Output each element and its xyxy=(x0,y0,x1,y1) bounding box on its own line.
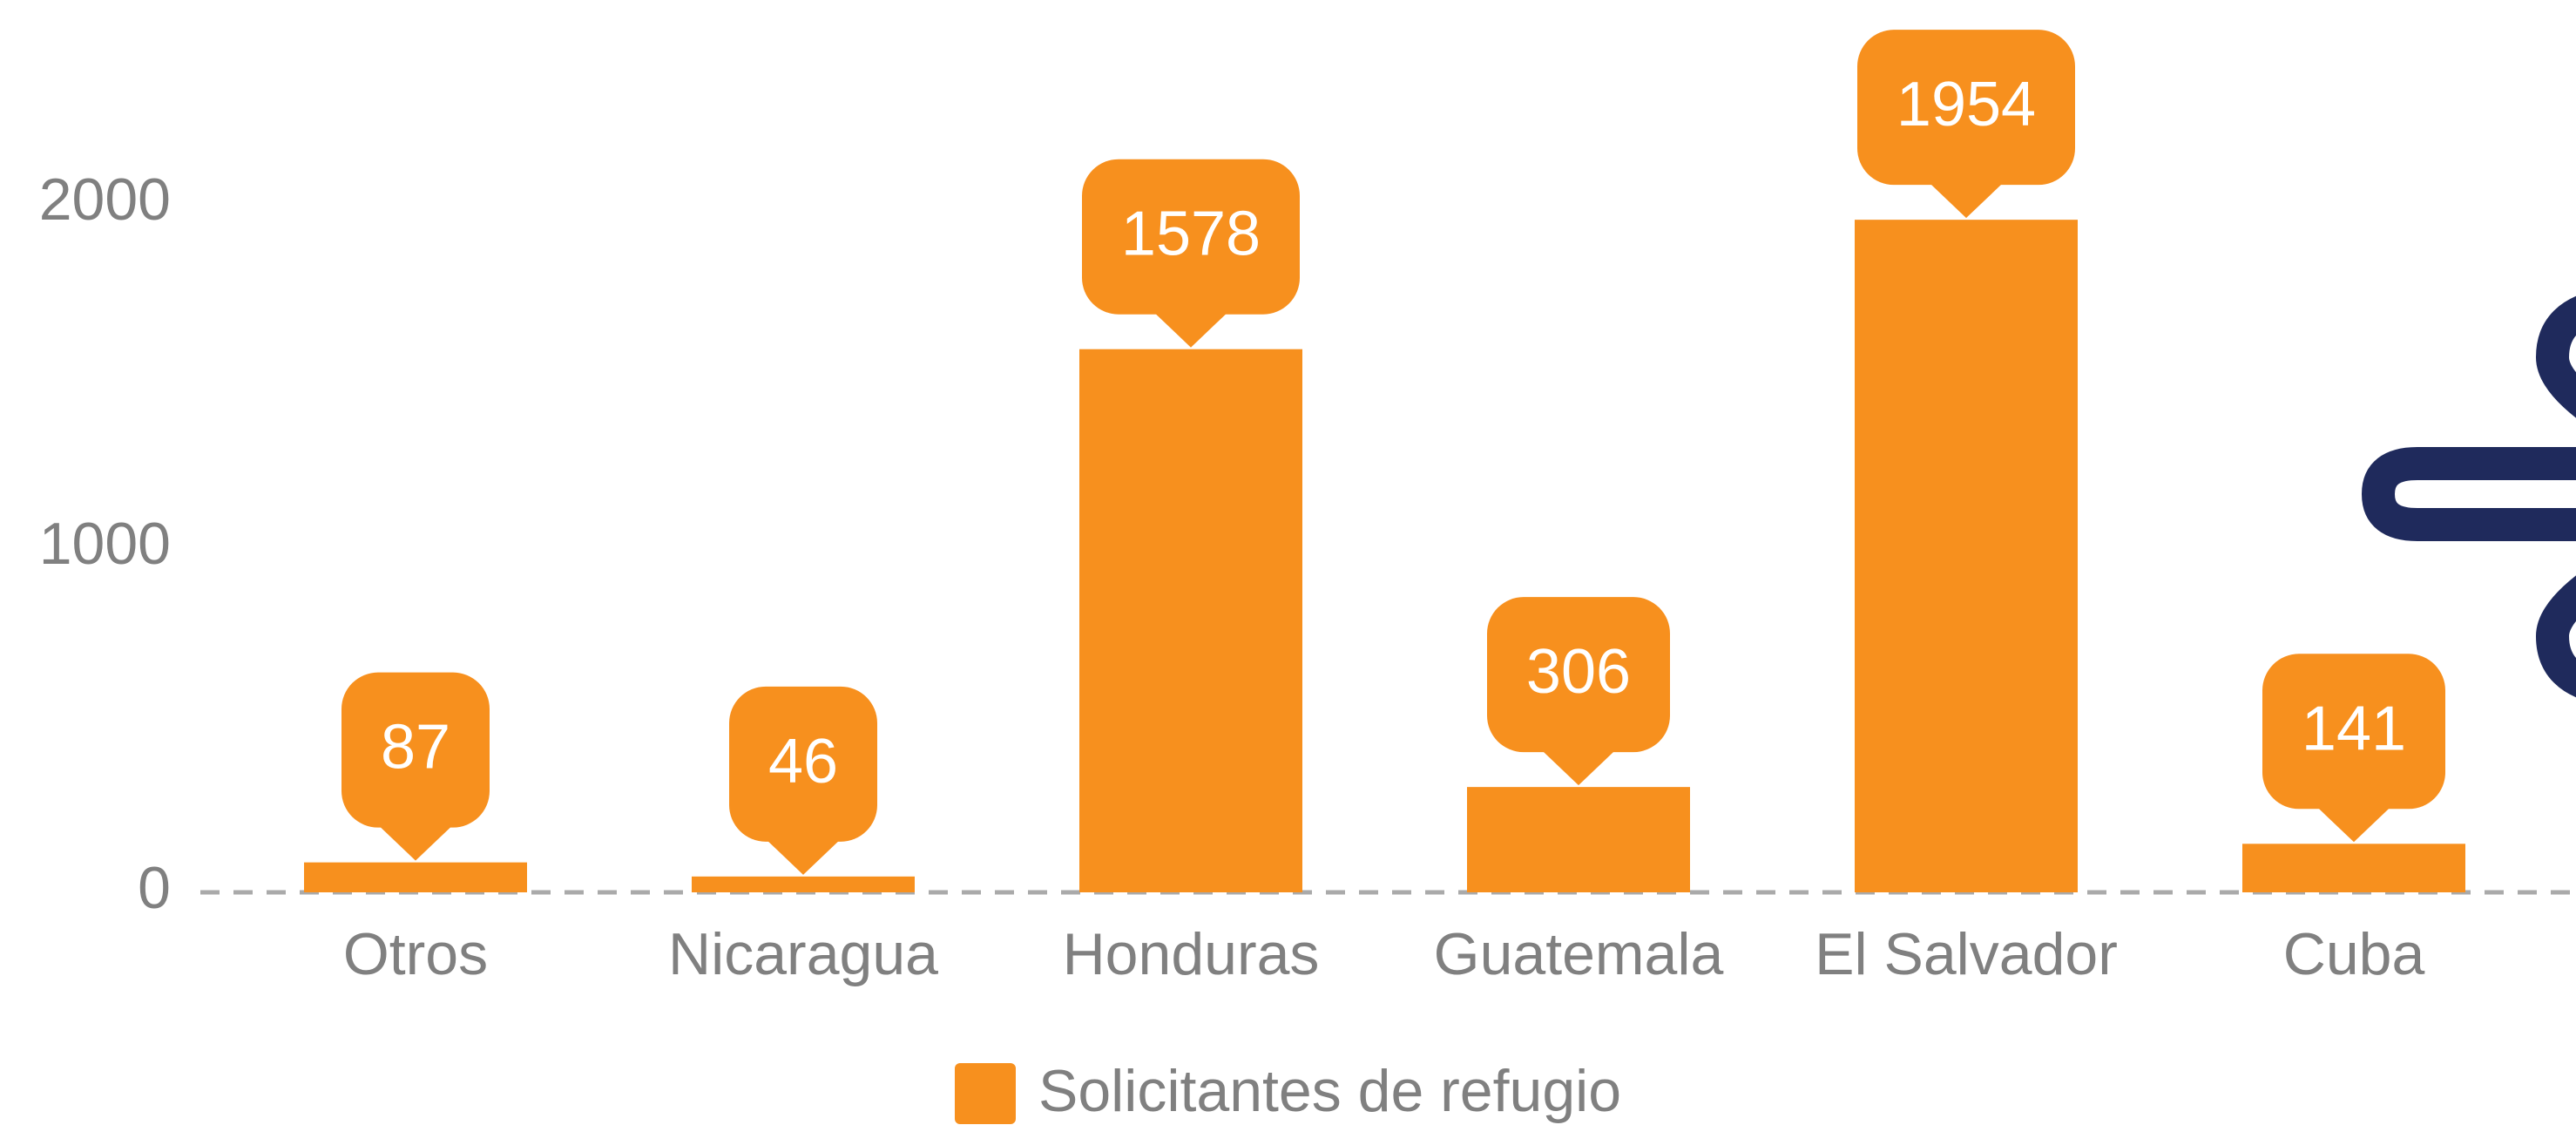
data-label-box xyxy=(1857,30,2075,186)
x-tick-label: El Salvador xyxy=(1815,921,2118,987)
data-label: 87 xyxy=(341,672,490,861)
x-tick-label: Guatemala xyxy=(1434,921,1724,987)
bar xyxy=(1467,787,1690,892)
data-label: 306 xyxy=(1487,597,1670,786)
y-tick-label: 1000 xyxy=(39,511,171,577)
data-label-pointer xyxy=(767,839,840,875)
data-label: 46 xyxy=(729,686,877,875)
data-label-text: 306 xyxy=(1526,637,1631,707)
data-label: 1578 xyxy=(1082,159,1300,348)
data-label-pointer xyxy=(1154,312,1227,348)
y-tick-label: 2000 xyxy=(39,166,171,233)
data-label-pointer xyxy=(1930,183,2003,219)
data-label-box xyxy=(1082,159,1300,315)
data-label-box xyxy=(2262,654,2445,810)
x-tick-label: Cuba xyxy=(2283,921,2425,987)
x-tick-label: Nicaragua xyxy=(668,921,938,987)
x-tick-label: Otros xyxy=(343,921,488,987)
logo-arc-bottom xyxy=(2535,575,2576,698)
bar xyxy=(692,876,915,892)
bar xyxy=(2242,844,2465,892)
bar xyxy=(1855,220,2078,893)
data-label-pointer xyxy=(2317,807,2390,843)
data-label-text: 46 xyxy=(768,727,838,796)
logo-ring xyxy=(2361,447,2576,541)
x-tick-label: Honduras xyxy=(1063,921,1320,987)
logo xyxy=(2361,295,2576,698)
data-label-text: 1954 xyxy=(1897,70,2036,139)
legend-label: Solicitantes de refugio xyxy=(1038,1058,1621,1124)
legend-swatch xyxy=(955,1063,1016,1124)
data-label-pointer xyxy=(1542,750,1615,786)
y-tick-label: 0 xyxy=(138,855,171,921)
bar xyxy=(1079,349,1302,892)
data-label-pointer xyxy=(379,825,452,861)
data-label: 1954 xyxy=(1857,30,2075,219)
data-label-text: 87 xyxy=(381,713,450,783)
logo-arc-top xyxy=(2535,295,2576,418)
data-label-box xyxy=(729,686,877,842)
data-label-text: 141 xyxy=(2302,694,2406,763)
data-label: 141 xyxy=(2262,654,2445,843)
bar xyxy=(304,862,527,892)
data-label-box xyxy=(1487,597,1670,753)
data-label-text: 1578 xyxy=(1121,200,1261,269)
data-label-box xyxy=(341,672,490,828)
